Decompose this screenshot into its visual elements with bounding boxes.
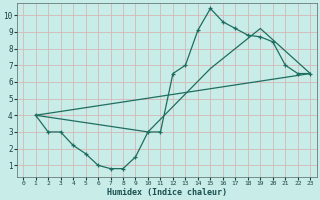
X-axis label: Humidex (Indice chaleur): Humidex (Indice chaleur) <box>107 188 227 197</box>
